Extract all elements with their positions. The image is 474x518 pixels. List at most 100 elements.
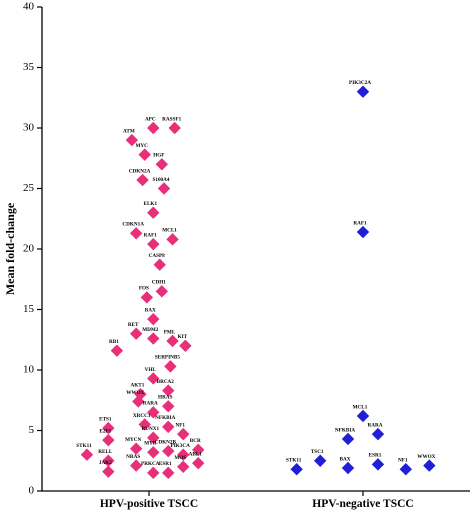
data-point <box>102 433 115 447</box>
data-point <box>138 148 151 161</box>
data-point-label: HRAS <box>158 395 173 401</box>
data-point-label: STK11 <box>286 458 302 464</box>
data-point-label: PIK3C2A <box>349 80 371 86</box>
data-point-label: VHL <box>145 367 157 373</box>
data-point <box>192 443 205 457</box>
data-point-label: BAX <box>340 456 351 462</box>
data-point-label: MYC <box>136 143 149 149</box>
data-point <box>162 400 175 413</box>
data-point-label: E2F1 <box>99 428 111 434</box>
data-point <box>177 427 190 441</box>
data-point <box>132 395 145 408</box>
data-point-label: WWOX <box>417 454 435 460</box>
data-point-label: NFKBIA <box>155 415 175 421</box>
data-point-label: BAX <box>145 307 156 313</box>
data-point <box>341 461 355 475</box>
data-point <box>399 463 412 476</box>
data-point <box>168 121 181 135</box>
data-point <box>179 339 192 352</box>
data-point-label: RAF1 <box>144 232 158 238</box>
data-point-label: RASSF1 <box>162 116 181 122</box>
data-point <box>140 291 154 304</box>
data-point-label: WWOX <box>126 390 144 396</box>
data-point <box>147 372 160 385</box>
data-point <box>177 460 190 473</box>
data-point-label: STK11 <box>76 443 92 449</box>
y-tick-label: 15 <box>23 303 35 315</box>
data-point-label: ESR1 <box>159 461 172 467</box>
data-point-label: ELK1 <box>143 201 157 207</box>
data-point-label: BRCA2 <box>157 379 175 385</box>
data-point-label: APC <box>145 116 156 122</box>
data-point <box>147 121 160 135</box>
data-point-label: MDM2 <box>142 327 159 333</box>
data-point <box>423 459 436 472</box>
data-point <box>129 459 143 472</box>
data-point-label: MCL1 <box>162 228 177 234</box>
data-point <box>162 444 175 458</box>
data-point-label: TSC1 <box>311 449 324 455</box>
data-point <box>136 173 149 187</box>
data-point <box>147 431 160 444</box>
data-point <box>371 458 385 471</box>
x-category-label: HPV-positive TSCC <box>100 498 198 510</box>
y-axis-title: Mean fold-change <box>3 202 17 295</box>
data-point <box>356 409 370 423</box>
data-point <box>125 133 139 147</box>
data-point-label: NF1 <box>175 422 185 428</box>
data-point <box>129 227 143 240</box>
data-point <box>356 225 370 239</box>
data-point-label: PML <box>164 329 176 335</box>
data-point <box>166 334 179 348</box>
data-point-label: NFKBIA <box>335 427 355 433</box>
data-point-label: RB1 <box>109 339 119 345</box>
data-point-label: RARA <box>143 401 158 407</box>
data-point <box>192 456 205 470</box>
y-tick-label: 35 <box>23 61 35 73</box>
data-point <box>102 454 115 467</box>
data-point-label: NRAS <box>126 454 140 460</box>
data-point <box>110 344 124 357</box>
data-point-label: RAF1 <box>353 220 367 226</box>
data-point <box>147 466 160 480</box>
y-tick-label: 10 <box>23 364 35 376</box>
data-point <box>371 427 385 441</box>
data-point-label: CDKN1A <box>122 222 144 228</box>
data-point-label: NF1 <box>398 458 408 464</box>
data-point-label: FOS <box>139 286 149 292</box>
y-tick-label: 25 <box>23 182 35 194</box>
data-point <box>80 448 94 461</box>
data-point <box>164 360 177 373</box>
data-point-label: ETS1 <box>99 416 112 422</box>
data-point <box>129 442 143 455</box>
data-point <box>341 432 355 446</box>
data-point <box>147 206 160 219</box>
data-point-label: ATM <box>123 128 135 134</box>
data-point-label: PRKCA <box>141 461 160 467</box>
data-point <box>153 258 166 271</box>
data-point <box>314 454 327 467</box>
data-point-label: MYB <box>144 441 157 447</box>
data-point <box>177 448 190 461</box>
data-point-label: ESR1 <box>369 453 382 459</box>
data-point <box>102 465 115 478</box>
data-point-label: RELL <box>98 449 113 455</box>
data-point-label: KIT <box>178 334 188 340</box>
axis-layer: Mean fold-change <box>3 7 470 492</box>
y-tick-label: 20 <box>23 243 35 255</box>
data-point-label: MOS <box>174 455 186 461</box>
data-point <box>147 406 160 419</box>
data-point <box>157 182 171 195</box>
data-point <box>138 418 151 431</box>
data-point-label: CDKN2A <box>129 168 151 174</box>
y-tick-label: 5 <box>29 424 35 436</box>
data-point-label: SERPINB5 <box>155 355 180 361</box>
data-point <box>166 233 179 246</box>
data-point-label: MCL1 <box>353 404 368 410</box>
data-point <box>162 384 175 397</box>
data-point <box>155 285 169 298</box>
data-point-label: CDH1 <box>152 280 167 286</box>
